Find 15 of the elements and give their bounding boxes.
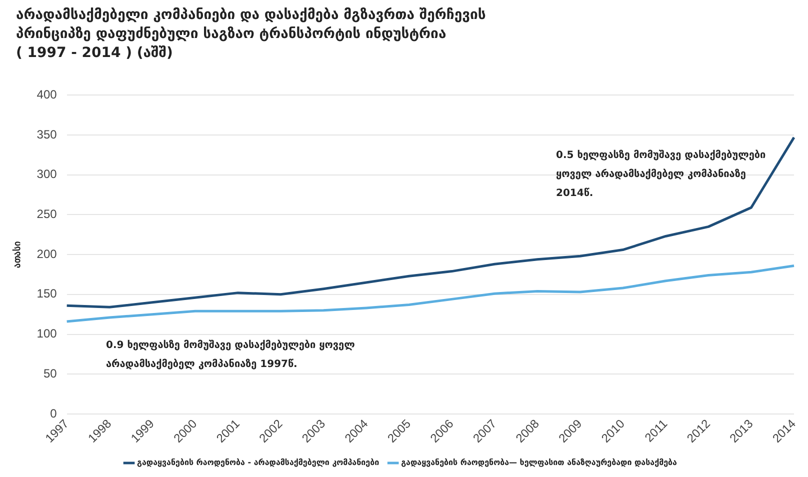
y-tick-label: 0 [50,406,58,420]
y-tick-label: 350 [36,127,58,142]
chart-title: არადამსაქმებელი კომპანიები და დასაქმება მგზავრთა შერჩევის პრინციპზე დაფუძნებული საგზაო ტრანსპორტის ინდუსტრია ( 1997 - 2014 ) (აშშ) [16,6,486,63]
annotation: 0.9 ხელფასზე მომუშავე დასაქმებულები ყოველ არადამსაქმებელ კომპანიაზე 1997წ. [106,338,356,372]
legend-label: გადაყვანების რაოდენობა - არადამსაქმებელი კომპანიები [137,458,380,468]
legend-label: გადაყვანების რაოდენობა— ხელფასით ანაზღაურებადი დასაქმება [401,458,678,468]
y-axis-title: ათასი [12,241,22,268]
y-tick-label: 300 [36,167,58,182]
y-tick-label: 400 [36,88,58,102]
y-tick-label: 150 [36,286,58,301]
y-tick-label: 250 [36,207,58,222]
annotation: 0.5 ხელფასზე მომუშავე დასაქმებულები ყოველ არადამსაქმებელ კომპანიაზე 2014წ. [556,148,767,201]
y-tick-label: 200 [36,246,58,261]
y-tick-label: 100 [36,326,58,341]
y-tick-label: 50 [43,366,58,380]
